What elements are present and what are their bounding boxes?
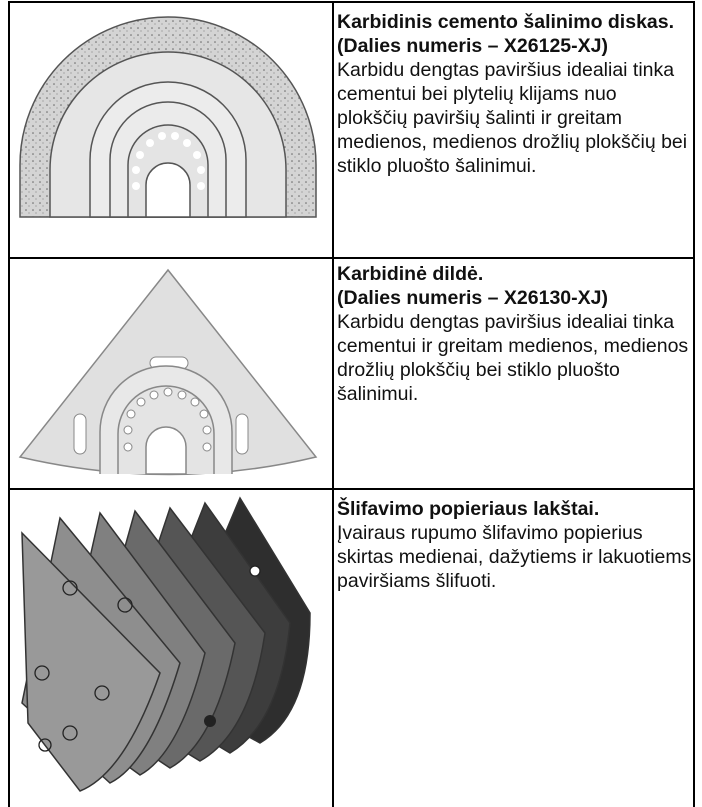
illustration-part xyxy=(200,410,208,418)
illustration-part xyxy=(178,391,186,399)
illustration-part xyxy=(127,410,135,418)
illustration-part xyxy=(183,139,191,147)
illustration-part xyxy=(74,414,86,454)
row-divider xyxy=(8,257,695,259)
description: Įvairaus rupumo šlifavimo popierius skir… xyxy=(337,521,692,593)
page: Karbidinis cemento šalinimo diskas. (Dal… xyxy=(0,0,702,807)
illustration-part xyxy=(191,398,199,406)
illustration-part xyxy=(132,166,140,174)
column-divider xyxy=(332,1,334,807)
illustration-part xyxy=(136,151,144,159)
illustration-part xyxy=(132,182,140,190)
illustration-part xyxy=(124,443,132,451)
part-number: (Dalies numeris – X26125-XJ) xyxy=(337,34,692,58)
illustration-part xyxy=(204,715,216,727)
illustration-part xyxy=(193,151,201,159)
illustration-part xyxy=(146,427,186,474)
illustration-part xyxy=(197,166,205,174)
part-number: (Dalies numeris – X26130-XJ) xyxy=(337,286,692,310)
item-title: Karbidinis cemento šalinimo diskas. xyxy=(337,10,692,34)
illustration-part xyxy=(146,163,190,217)
item-title: Karbidinė dildė. xyxy=(337,262,692,286)
illustration-part xyxy=(22,498,310,791)
item-title: Šlifavimo popieriaus lakštai. xyxy=(337,497,692,521)
illustration-part xyxy=(203,426,211,434)
row-divider xyxy=(8,488,695,490)
disc-illustration xyxy=(10,5,330,253)
illustration-part xyxy=(137,398,145,406)
row-text: Šlifavimo popieriaus lakštai. Įvairaus r… xyxy=(337,497,692,593)
illustration-part xyxy=(158,132,166,140)
sheets-illustration xyxy=(10,493,330,805)
description: Karbidu dengtas paviršius idealiai tinka… xyxy=(337,58,692,178)
illustration-part xyxy=(236,414,248,454)
illustration-part xyxy=(146,139,154,147)
row-text: Karbidinė dildė. (Dalies numeris – X2613… xyxy=(337,262,692,406)
illustration-part xyxy=(150,391,158,399)
illustration-part xyxy=(171,132,179,140)
illustration-part xyxy=(197,182,205,190)
rasp-illustration xyxy=(10,262,330,486)
illustration-part xyxy=(164,388,172,396)
row-text: Karbidinis cemento šalinimo diskas. (Dal… xyxy=(337,10,692,178)
description: Karbidu dengtas paviršius idealiai tinka… xyxy=(337,310,692,406)
illustration-part xyxy=(203,443,211,451)
illustration-part xyxy=(250,566,260,576)
illustration-part xyxy=(124,426,132,434)
